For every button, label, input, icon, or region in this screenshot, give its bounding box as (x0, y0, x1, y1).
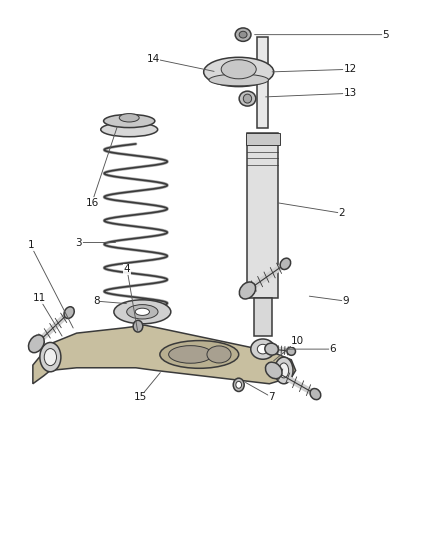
Ellipse shape (133, 320, 143, 332)
Text: 12: 12 (344, 64, 357, 74)
Ellipse shape (221, 60, 256, 79)
Text: 7: 7 (268, 392, 275, 402)
Text: 11: 11 (33, 294, 46, 303)
Ellipse shape (204, 57, 274, 86)
Text: 4: 4 (124, 264, 131, 274)
Ellipse shape (239, 282, 256, 299)
Ellipse shape (207, 346, 231, 363)
Text: 2: 2 (338, 208, 345, 218)
Text: 8: 8 (93, 296, 100, 306)
Ellipse shape (265, 362, 282, 379)
Text: 15: 15 (134, 392, 147, 402)
Ellipse shape (243, 94, 251, 103)
Ellipse shape (236, 382, 242, 388)
Ellipse shape (265, 343, 278, 355)
Ellipse shape (287, 347, 296, 356)
Ellipse shape (239, 91, 256, 106)
Ellipse shape (275, 357, 293, 384)
Bar (257, 37, 268, 128)
Ellipse shape (209, 74, 268, 86)
Text: 10: 10 (291, 336, 304, 346)
Ellipse shape (257, 344, 268, 354)
Ellipse shape (64, 307, 74, 319)
Bar (254, 298, 272, 336)
Ellipse shape (119, 114, 139, 122)
Ellipse shape (160, 341, 239, 368)
Ellipse shape (135, 308, 149, 316)
Ellipse shape (40, 342, 61, 372)
Ellipse shape (251, 339, 275, 359)
Ellipse shape (114, 300, 171, 324)
Ellipse shape (280, 258, 291, 270)
Text: 13: 13 (344, 88, 357, 98)
Ellipse shape (101, 123, 158, 137)
Text: 5: 5 (382, 30, 389, 39)
Text: 16: 16 (85, 198, 99, 207)
Ellipse shape (28, 335, 44, 353)
Ellipse shape (310, 389, 321, 400)
Ellipse shape (103, 115, 155, 127)
Ellipse shape (169, 345, 212, 364)
Ellipse shape (233, 378, 244, 391)
Ellipse shape (44, 349, 57, 366)
Text: 6: 6 (329, 344, 336, 354)
Bar (247, 133, 278, 298)
Text: 3: 3 (75, 238, 82, 247)
Ellipse shape (279, 363, 289, 378)
Text: 9: 9 (343, 296, 350, 306)
Bar (246, 133, 280, 145)
Polygon shape (33, 325, 296, 384)
Ellipse shape (235, 28, 251, 42)
Text: 14: 14 (147, 54, 160, 63)
Ellipse shape (127, 305, 158, 319)
Ellipse shape (239, 31, 247, 38)
Text: 1: 1 (27, 240, 34, 250)
